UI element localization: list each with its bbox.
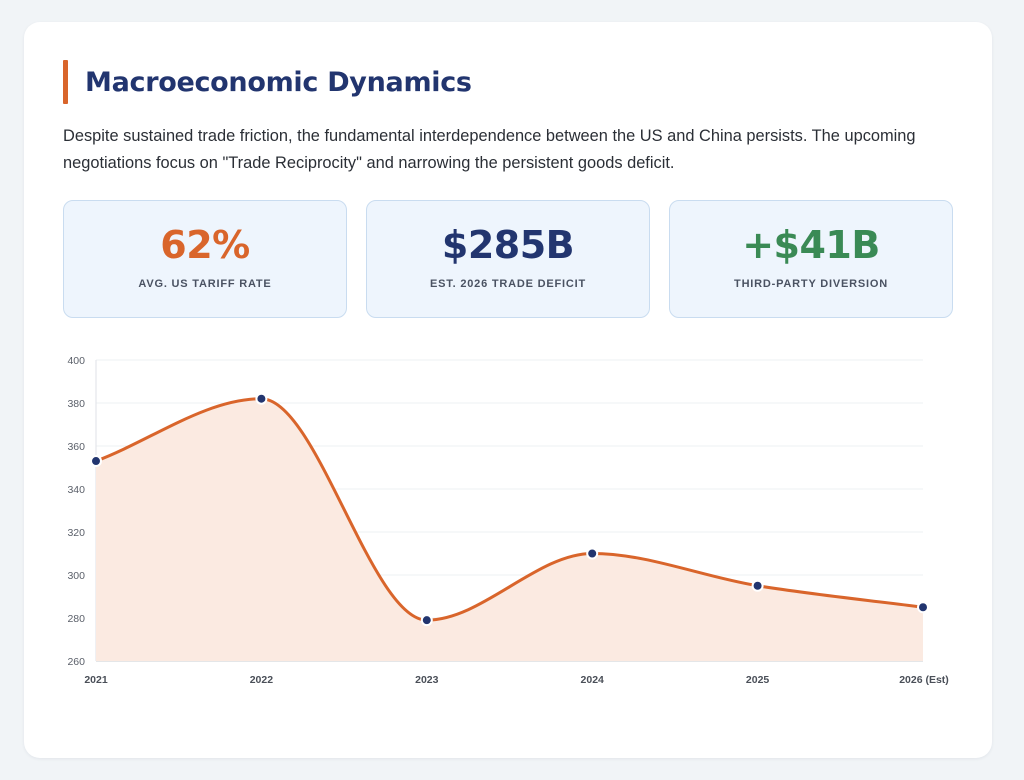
- x-tick-label: 2024: [581, 674, 605, 686]
- y-tick-label: 280: [67, 613, 85, 625]
- stat-card-tariff-rate: 62% AVG. US TARIFF RATE: [63, 200, 347, 318]
- stat-label: THIRD-PARTY DIVERSION: [734, 278, 888, 290]
- stat-value: $285B: [441, 223, 575, 267]
- stat-card-trade-deficit: $285B EST. 2026 TRADE DEFICIT: [366, 200, 650, 318]
- section-title: Macroeconomic Dynamics: [85, 66, 472, 98]
- data-point: [255, 392, 268, 405]
- y-tick-label: 360: [67, 441, 85, 453]
- stat-value: 62%: [160, 223, 250, 267]
- y-tick-label: 300: [67, 570, 85, 582]
- stat-card-third-party-diversion: +$41B THIRD-PARTY DIVERSION: [669, 200, 953, 318]
- data-point: [751, 579, 764, 592]
- x-tick-label: 2023: [415, 674, 439, 686]
- y-tick-label: 260: [67, 656, 85, 668]
- y-tick-label: 400: [67, 355, 85, 367]
- x-tick-label: 2026 (Est): [899, 674, 949, 686]
- data-point: [90, 455, 102, 468]
- x-tick-label: 2021: [84, 674, 108, 686]
- section-header: Macroeconomic Dynamics: [63, 60, 472, 104]
- y-tick-label: 380: [67, 398, 85, 410]
- stat-label: EST. 2026 TRADE DEFICIT: [430, 278, 586, 290]
- series-area: [96, 398, 923, 661]
- y-tick-label: 340: [67, 484, 85, 496]
- stat-value: +$41B: [742, 223, 880, 267]
- x-tick-label: 2025: [746, 674, 770, 686]
- data-point: [586, 547, 599, 560]
- y-tick-label: 320: [67, 527, 85, 539]
- stat-label: AVG. US TARIFF RATE: [138, 278, 272, 290]
- section-description: Despite sustained trade friction, the fu…: [63, 127, 916, 172]
- data-point: [917, 601, 929, 614]
- title-accent-bar: [63, 60, 68, 104]
- data-point: [420, 614, 433, 627]
- x-tick-label: 2022: [250, 674, 274, 686]
